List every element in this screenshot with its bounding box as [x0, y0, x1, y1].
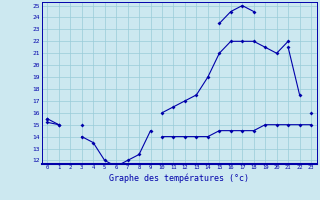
X-axis label: Graphe des températures (°c): Graphe des températures (°c) [109, 173, 249, 183]
